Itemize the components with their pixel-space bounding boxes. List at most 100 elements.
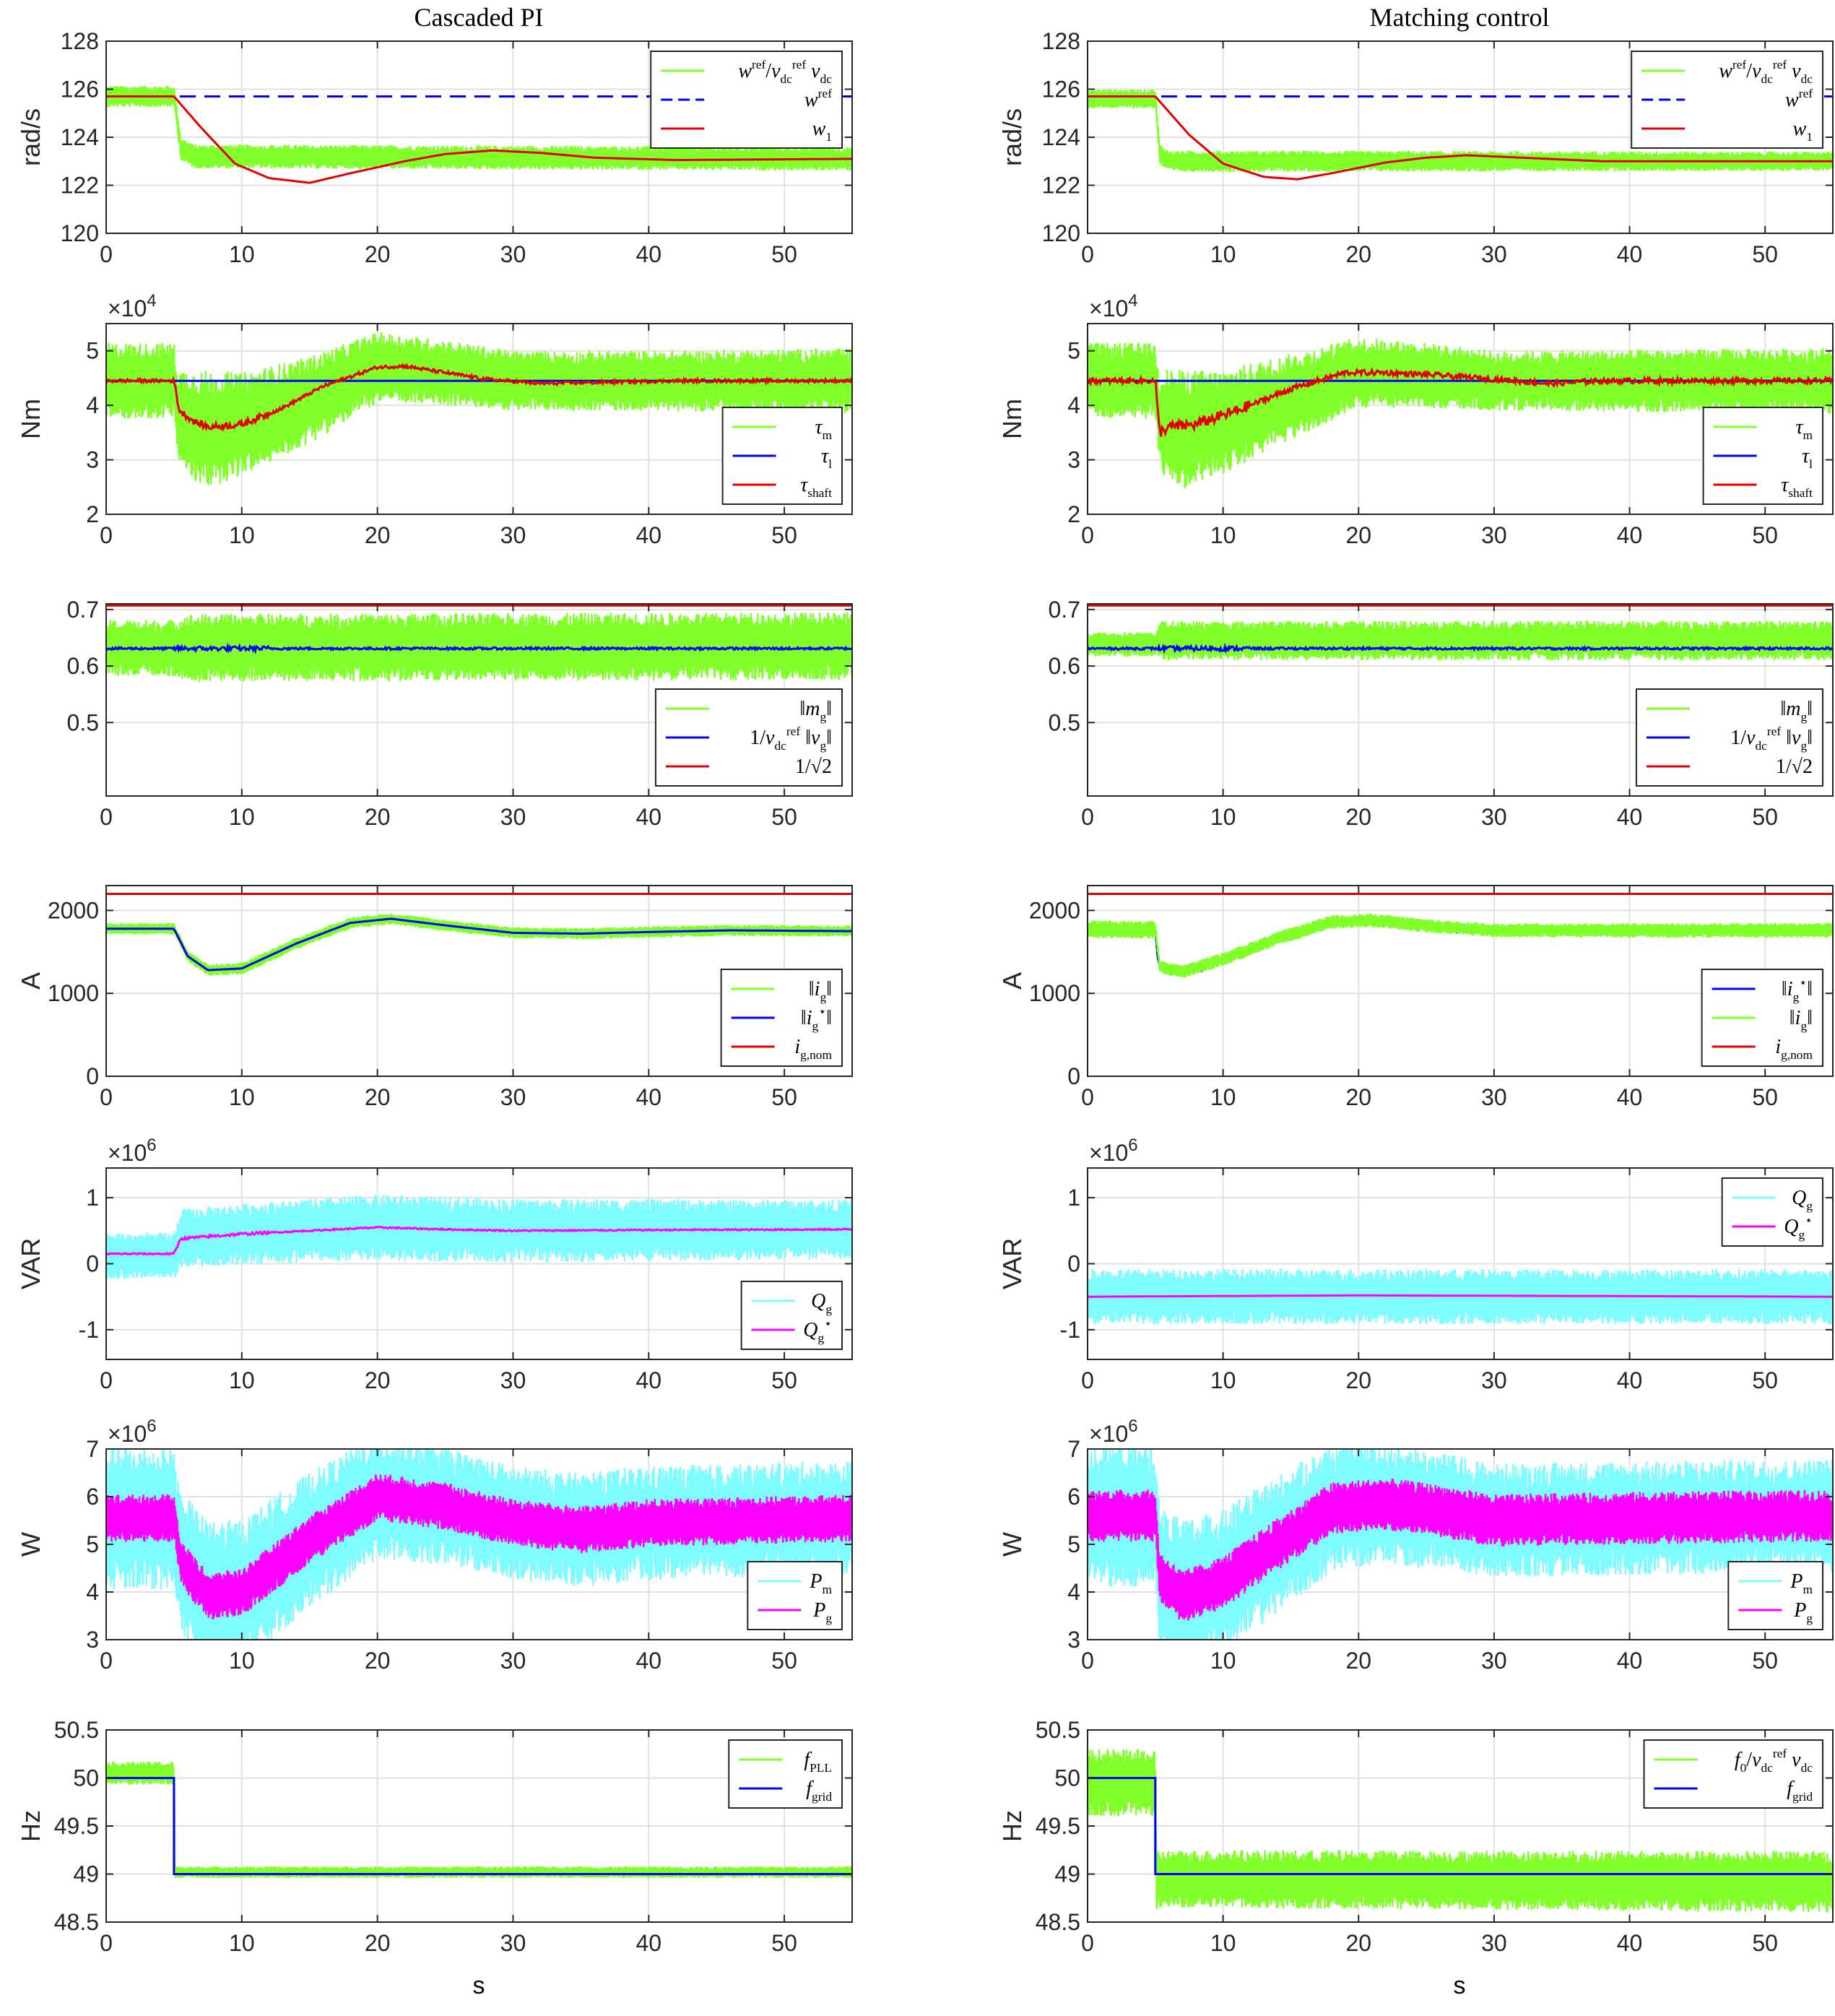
x-tick-label: 20 (365, 241, 391, 267)
x-tick-label: 40 (1617, 1648, 1643, 1674)
x-tick-label: 10 (1210, 241, 1236, 267)
series-1-v-dc-ref-v-g (1088, 642, 1833, 654)
legend-box (1727, 1561, 1824, 1630)
legend-box (1643, 1739, 1824, 1809)
x-tick-label: 20 (1345, 241, 1371, 267)
legend-entry: τm (815, 416, 832, 442)
y-axis-label: VAR (997, 1238, 1027, 1289)
y-tick-label: 50.5 (1036, 1717, 1080, 1743)
x-tick-label: 20 (1345, 1930, 1371, 1956)
legend-entry: wref/vdcref vdc (1719, 58, 1813, 86)
series-p-g (106, 1474, 852, 1620)
x-tick-label: 10 (229, 1648, 255, 1674)
subplot-2-1: 0 10 20 30 40 50 0.5 0.6 0.7 ‖mg‖1/vdcref ‖vg‖ 1/√… (1049, 597, 1834, 830)
y-tick-label: 49 (1054, 1861, 1080, 1887)
x-tick-label: 40 (1617, 804, 1643, 830)
y-tick-label: 2 (1067, 501, 1080, 527)
y-exponent-label: ×106 (1089, 1416, 1138, 1447)
x-tick-label: 30 (1481, 1930, 1507, 1956)
legend-entry: τshaft (800, 474, 832, 500)
y-tick-label: 5 (1067, 1531, 1080, 1557)
legend-entry: wref (804, 87, 832, 111)
legend-entry: Qg⋆ (1784, 1214, 1813, 1242)
subplot-1-0: 0 10 20 30 40 50 2 3 4 5 ×104 Nm τm τl τshaft (16, 291, 853, 548)
subplot-1-1: 0 10 20 30 40 50 2 3 4 5 ×104 Nm τm τl τshaft (997, 291, 1834, 548)
legend-box (747, 1561, 843, 1630)
legend-entry: Qg⋆ (803, 1317, 832, 1345)
series-i-g (1088, 913, 1833, 978)
y-tick-label: 49.5 (54, 1813, 99, 1839)
x-tick-label: 20 (365, 1084, 391, 1110)
y-tick-label: 0 (86, 1251, 99, 1277)
legend: ‖mg‖1/vdcref ‖vg‖ 1/√2 (1635, 688, 1823, 787)
x-tick-label: 0 (1081, 522, 1094, 548)
x-tick-label: 30 (1481, 241, 1507, 267)
x-tick-label: 30 (500, 1648, 526, 1674)
y-tick-label: 7 (86, 1436, 99, 1462)
y-axis-label: Hz (997, 1810, 1027, 1842)
legend-entry: ‖ig‖ (1790, 1007, 1813, 1033)
x-tick-label: 50 (771, 1084, 797, 1110)
x-tick-label: 40 (1617, 1084, 1643, 1110)
y-tick-label: 124 (61, 124, 99, 150)
y-tick-label: 2000 (48, 897, 99, 923)
y-axis-label: W (16, 1532, 45, 1557)
plot-area (1088, 1268, 1833, 1325)
x-tick-label: 20 (365, 1367, 391, 1393)
y-axis-label: rad/s (16, 108, 45, 166)
legend-entry: wref (1785, 87, 1813, 111)
x-tick-label: 20 (1345, 522, 1371, 548)
x-tick-label: 20 (1345, 804, 1371, 830)
y-tick-label: 49 (73, 1861, 99, 1887)
x-tick-label: 40 (635, 1930, 661, 1956)
x-tick-label: 10 (229, 804, 255, 830)
legend: ‖mg‖1/vdcref ‖vg‖ 1/√2 (654, 688, 843, 787)
legend-entry: w1 (812, 118, 832, 144)
y-tick-label: 0.7 (1049, 597, 1080, 623)
y-tick-label: 6 (86, 1484, 99, 1510)
subplot-2-0: 0 10 20 30 40 50 0.5 0.6 0.7 ‖mg‖1/vdcref ‖vg‖ 1/√… (67, 597, 853, 830)
legend-entry: 1/√2 (1776, 756, 1813, 778)
x-tick-label: 30 (500, 522, 526, 548)
x-tick-label: 40 (1617, 1930, 1643, 1956)
series-f-grid (106, 1777, 852, 1875)
plot-area (1088, 1749, 1833, 1913)
x-tick-label: 0 (100, 804, 113, 830)
y-tick-label: 0.6 (67, 653, 99, 679)
axes-box (1087, 885, 1834, 1077)
x-tick-label: 20 (1345, 1367, 1371, 1393)
series-m-g (1088, 620, 1833, 661)
legend-entry: Qg (1792, 1187, 1813, 1213)
series-w-ref-v-dc-ref-v-dc (106, 85, 852, 171)
y-tick-label: 1 (1067, 1185, 1080, 1211)
y-tick-label: 4 (1067, 1579, 1080, 1605)
series-shaft (106, 363, 852, 432)
x-tick-label: 20 (365, 522, 391, 548)
subplot-0-0: 0 10 20 30 40 50 120 122 124 126 128 rad/s wref/vdcr… (16, 28, 853, 267)
plot-area (106, 893, 852, 976)
x-tick-label: 30 (500, 1930, 526, 1956)
y-tick-label: 122 (1042, 173, 1080, 199)
x-tick-label: 10 (1210, 1648, 1236, 1674)
y-exponent-label: ×106 (1089, 1135, 1138, 1166)
y-tick-label: 1 (86, 1185, 99, 1211)
legend: ‖ig‖‖ig⋆‖ ig,nom (720, 969, 843, 1067)
legend-entry: fPLL (804, 1749, 832, 1775)
y-tick-label: 1000 (1029, 980, 1080, 1006)
legend: ‖ig⋆‖ ‖ig‖ ig,nom (1701, 969, 1823, 1067)
x-tick-label: 40 (635, 804, 661, 830)
legend-entry: 1/vdcref ‖vg‖ (750, 724, 832, 753)
legend-entry: ‖ig‖ (809, 978, 832, 1004)
y-axis-label: Nm (997, 399, 1027, 439)
y-tick-label: 5 (86, 338, 99, 364)
legend-entry: ‖mg‖ (1780, 698, 1813, 724)
legend-box (728, 1739, 843, 1809)
x-tick-label: 0 (1081, 1367, 1094, 1393)
y-axis-label: W (997, 1532, 1027, 1557)
plot-area (106, 604, 852, 682)
plot-area (106, 1449, 852, 1640)
series-w-1 (1088, 95, 1833, 181)
